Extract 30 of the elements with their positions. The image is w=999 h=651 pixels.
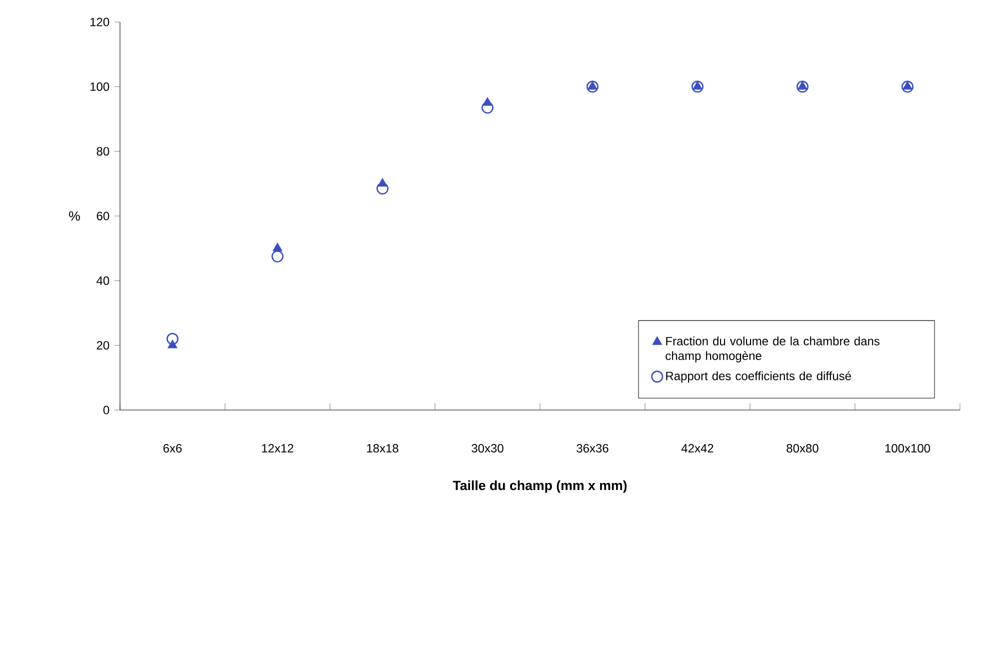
x-axis-title: Taille du champ (mm x mm) bbox=[452, 480, 627, 493]
y-tick-label: 20 bbox=[96, 341, 110, 350]
point bbox=[588, 81, 598, 90]
x-tick-label: 80x80 bbox=[786, 444, 818, 453]
point bbox=[166, 332, 179, 345]
legend-label: Fraction du volume de la chambre dans champ homogène bbox=[666, 336, 880, 362]
point bbox=[692, 81, 702, 90]
x-tick-label: 18x18 bbox=[367, 444, 398, 453]
y-tick-label: 60 bbox=[96, 212, 110, 220]
x-tick-label: 6x6 bbox=[163, 444, 182, 453]
y-tick-label: 0 bbox=[103, 406, 110, 414]
point bbox=[482, 102, 494, 114]
y-axis-title: % bbox=[69, 211, 80, 221]
x-tick-label: 36x36 bbox=[576, 444, 608, 453]
point bbox=[798, 81, 808, 90]
point bbox=[376, 182, 389, 195]
point bbox=[902, 81, 912, 90]
y-tick-label: 80 bbox=[96, 147, 110, 156]
legend-label: Rapport des coefficients de diffusé bbox=[666, 371, 851, 383]
x-tick-label: 12x12 bbox=[262, 444, 294, 452]
point bbox=[796, 80, 809, 93]
y-tick-label: 100 bbox=[90, 82, 110, 91]
point bbox=[272, 250, 284, 262]
point bbox=[692, 80, 704, 93]
x-tick-label: 42x42 bbox=[681, 444, 714, 452]
y-tick-label: 40 bbox=[96, 276, 110, 285]
x-tick-label: 30x30 bbox=[472, 444, 504, 453]
point bbox=[272, 242, 282, 252]
x-tick-label: 100x100 bbox=[885, 444, 930, 453]
y-tick-label: 120 bbox=[90, 18, 110, 26]
